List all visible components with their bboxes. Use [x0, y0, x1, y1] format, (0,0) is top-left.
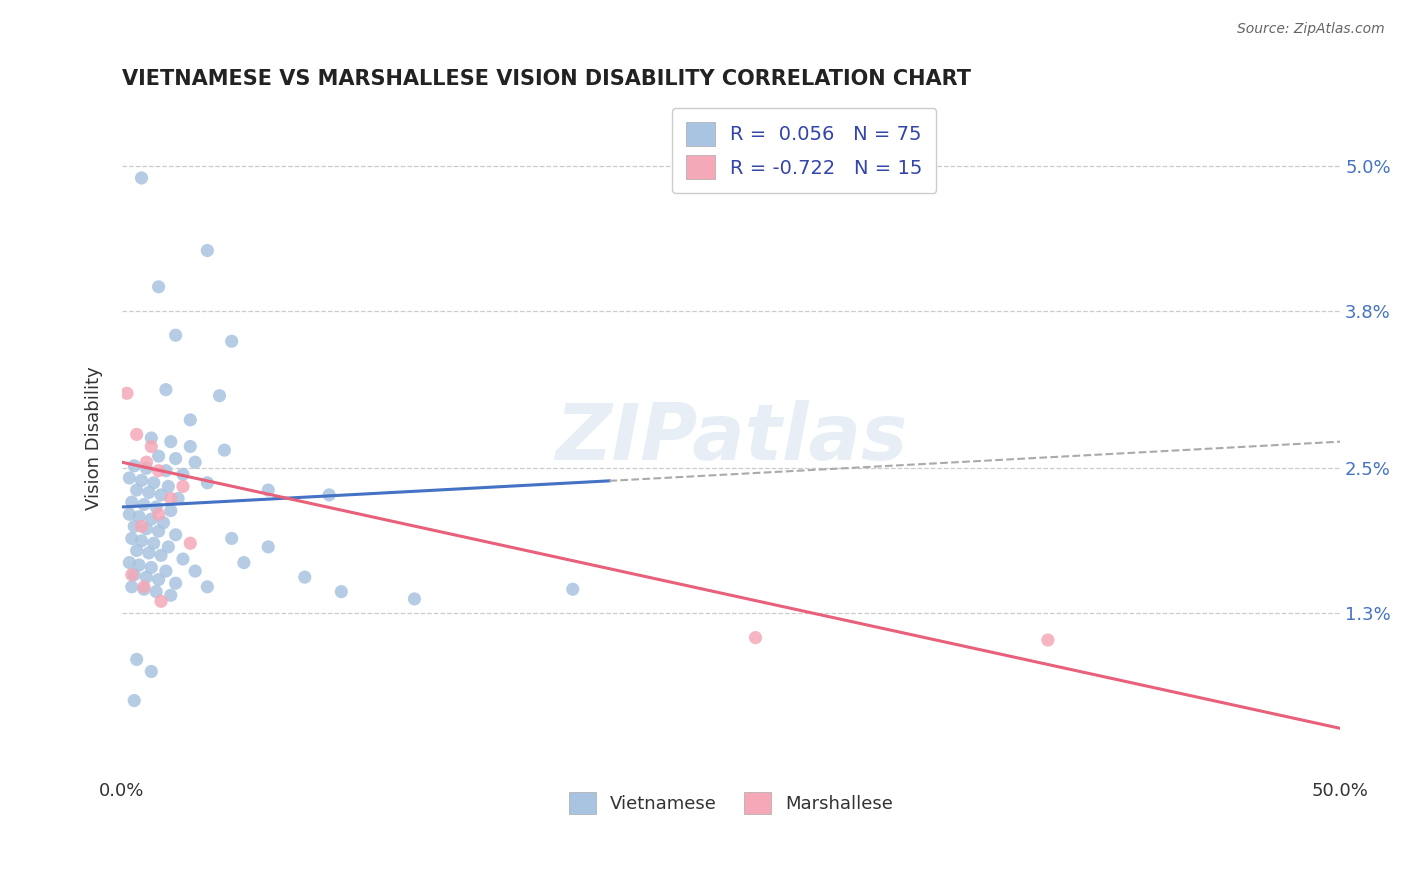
Point [257, 540, 280, 554]
Point [179, 413, 201, 427]
Point [165, 528, 187, 542]
Point [138, 546, 160, 560]
Text: ZIPatlas: ZIPatlas [555, 400, 907, 476]
Point [155, 383, 177, 397]
Point [148, 464, 170, 478]
Point [141, 512, 163, 526]
Point [122, 693, 145, 707]
Point [135, 455, 157, 469]
Point [184, 455, 207, 469]
Point [148, 449, 170, 463]
Point [179, 440, 201, 454]
Point [122, 519, 145, 533]
Point [195, 580, 218, 594]
Point [148, 507, 170, 521]
Point [148, 524, 170, 538]
Point [150, 549, 173, 563]
Point [232, 556, 254, 570]
Point [125, 652, 148, 666]
Point [184, 564, 207, 578]
Point [155, 564, 177, 578]
Point [125, 543, 148, 558]
Point [115, 386, 138, 401]
Point [208, 389, 231, 403]
Legend: Vietnamese, Marshallese: Vietnamese, Marshallese [561, 785, 901, 822]
Point [152, 516, 174, 530]
Point [125, 483, 148, 497]
Point [145, 584, 167, 599]
Point [165, 451, 187, 466]
Point [138, 485, 160, 500]
Point [132, 498, 155, 512]
Point [131, 170, 153, 185]
Point [294, 570, 316, 584]
Point [142, 536, 165, 550]
Point [141, 431, 163, 445]
Point [145, 500, 167, 514]
Point [128, 509, 150, 524]
Text: Source: ZipAtlas.com: Source: ZipAtlas.com [1237, 22, 1385, 37]
Point [135, 461, 157, 475]
Point [318, 488, 340, 502]
Point [135, 522, 157, 536]
Point [1036, 633, 1059, 648]
Point [122, 567, 145, 582]
Point [221, 334, 243, 349]
Point [159, 434, 181, 449]
Point [128, 558, 150, 572]
Point [157, 540, 180, 554]
Point [257, 483, 280, 497]
Point [142, 475, 165, 490]
Point [121, 580, 143, 594]
Point [148, 573, 170, 587]
Point [131, 474, 153, 488]
Point [131, 519, 153, 533]
Point [165, 328, 187, 343]
Point [121, 495, 143, 509]
Point [159, 503, 181, 517]
Point [131, 533, 153, 548]
Point [165, 576, 187, 591]
Point [195, 244, 218, 258]
Point [172, 479, 194, 493]
Point [404, 591, 426, 606]
Point [121, 567, 143, 582]
Point [172, 552, 194, 566]
Point [118, 556, 141, 570]
Point [157, 479, 180, 493]
Point [172, 467, 194, 482]
Point [150, 488, 173, 502]
Point [141, 560, 163, 574]
Point [744, 631, 766, 645]
Point [118, 471, 141, 485]
Point [159, 588, 181, 602]
Point [148, 280, 170, 294]
Point [179, 536, 201, 550]
Point [135, 570, 157, 584]
Point [195, 475, 218, 490]
Point [561, 582, 583, 597]
Point [122, 458, 145, 473]
Point [132, 582, 155, 597]
Point [118, 507, 141, 521]
Text: VIETNAMESE VS MARSHALLESE VISION DISABILITY CORRELATION CHART: VIETNAMESE VS MARSHALLESE VISION DISABIL… [122, 69, 972, 88]
Point [330, 584, 353, 599]
Point [155, 464, 177, 478]
Y-axis label: Vision Disability: Vision Disability [86, 366, 103, 510]
Point [159, 491, 181, 506]
Point [141, 665, 163, 679]
Point [141, 440, 163, 454]
Point [150, 594, 173, 608]
Point [132, 580, 155, 594]
Point [221, 532, 243, 546]
Point [214, 443, 236, 458]
Point [121, 532, 143, 546]
Point [125, 427, 148, 442]
Point [167, 491, 190, 506]
